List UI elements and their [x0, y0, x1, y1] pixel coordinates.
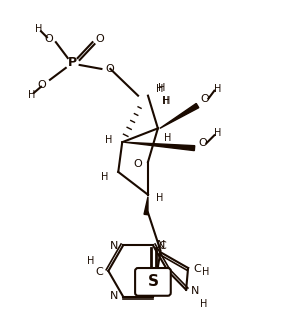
- Text: S: S: [148, 274, 158, 290]
- Text: H: H: [202, 267, 210, 277]
- Text: C: C: [95, 267, 103, 277]
- Text: H: H: [158, 83, 166, 93]
- Polygon shape: [124, 142, 195, 151]
- Text: H: H: [164, 133, 171, 143]
- Text: H: H: [87, 256, 94, 266]
- Text: O: O: [95, 34, 104, 44]
- Text: H: H: [35, 24, 43, 34]
- Text: O: O: [134, 159, 143, 169]
- Text: H: H: [162, 96, 169, 106]
- Text: P: P: [68, 57, 77, 69]
- Text: O: O: [200, 94, 209, 104]
- Polygon shape: [160, 103, 199, 128]
- Text: H: H: [200, 299, 207, 309]
- Text: H: H: [163, 96, 171, 106]
- Text: H: H: [105, 135, 112, 145]
- Text: C: C: [158, 241, 166, 251]
- Text: H: H: [29, 90, 36, 100]
- Text: N: N: [157, 240, 166, 250]
- Text: C: C: [193, 264, 201, 274]
- Text: N: N: [110, 291, 118, 301]
- Text: H: H: [214, 128, 221, 138]
- Text: H: H: [101, 172, 108, 182]
- Text: H: H: [214, 84, 221, 94]
- Text: O: O: [105, 64, 114, 74]
- Polygon shape: [144, 197, 148, 215]
- Text: N: N: [191, 286, 199, 296]
- Text: O: O: [45, 34, 53, 44]
- Text: H: H: [156, 193, 164, 203]
- FancyBboxPatch shape: [135, 268, 171, 296]
- Text: N: N: [110, 241, 118, 251]
- Text: O: O: [198, 138, 207, 148]
- Text: O: O: [38, 80, 46, 90]
- Text: H: H: [156, 84, 164, 94]
